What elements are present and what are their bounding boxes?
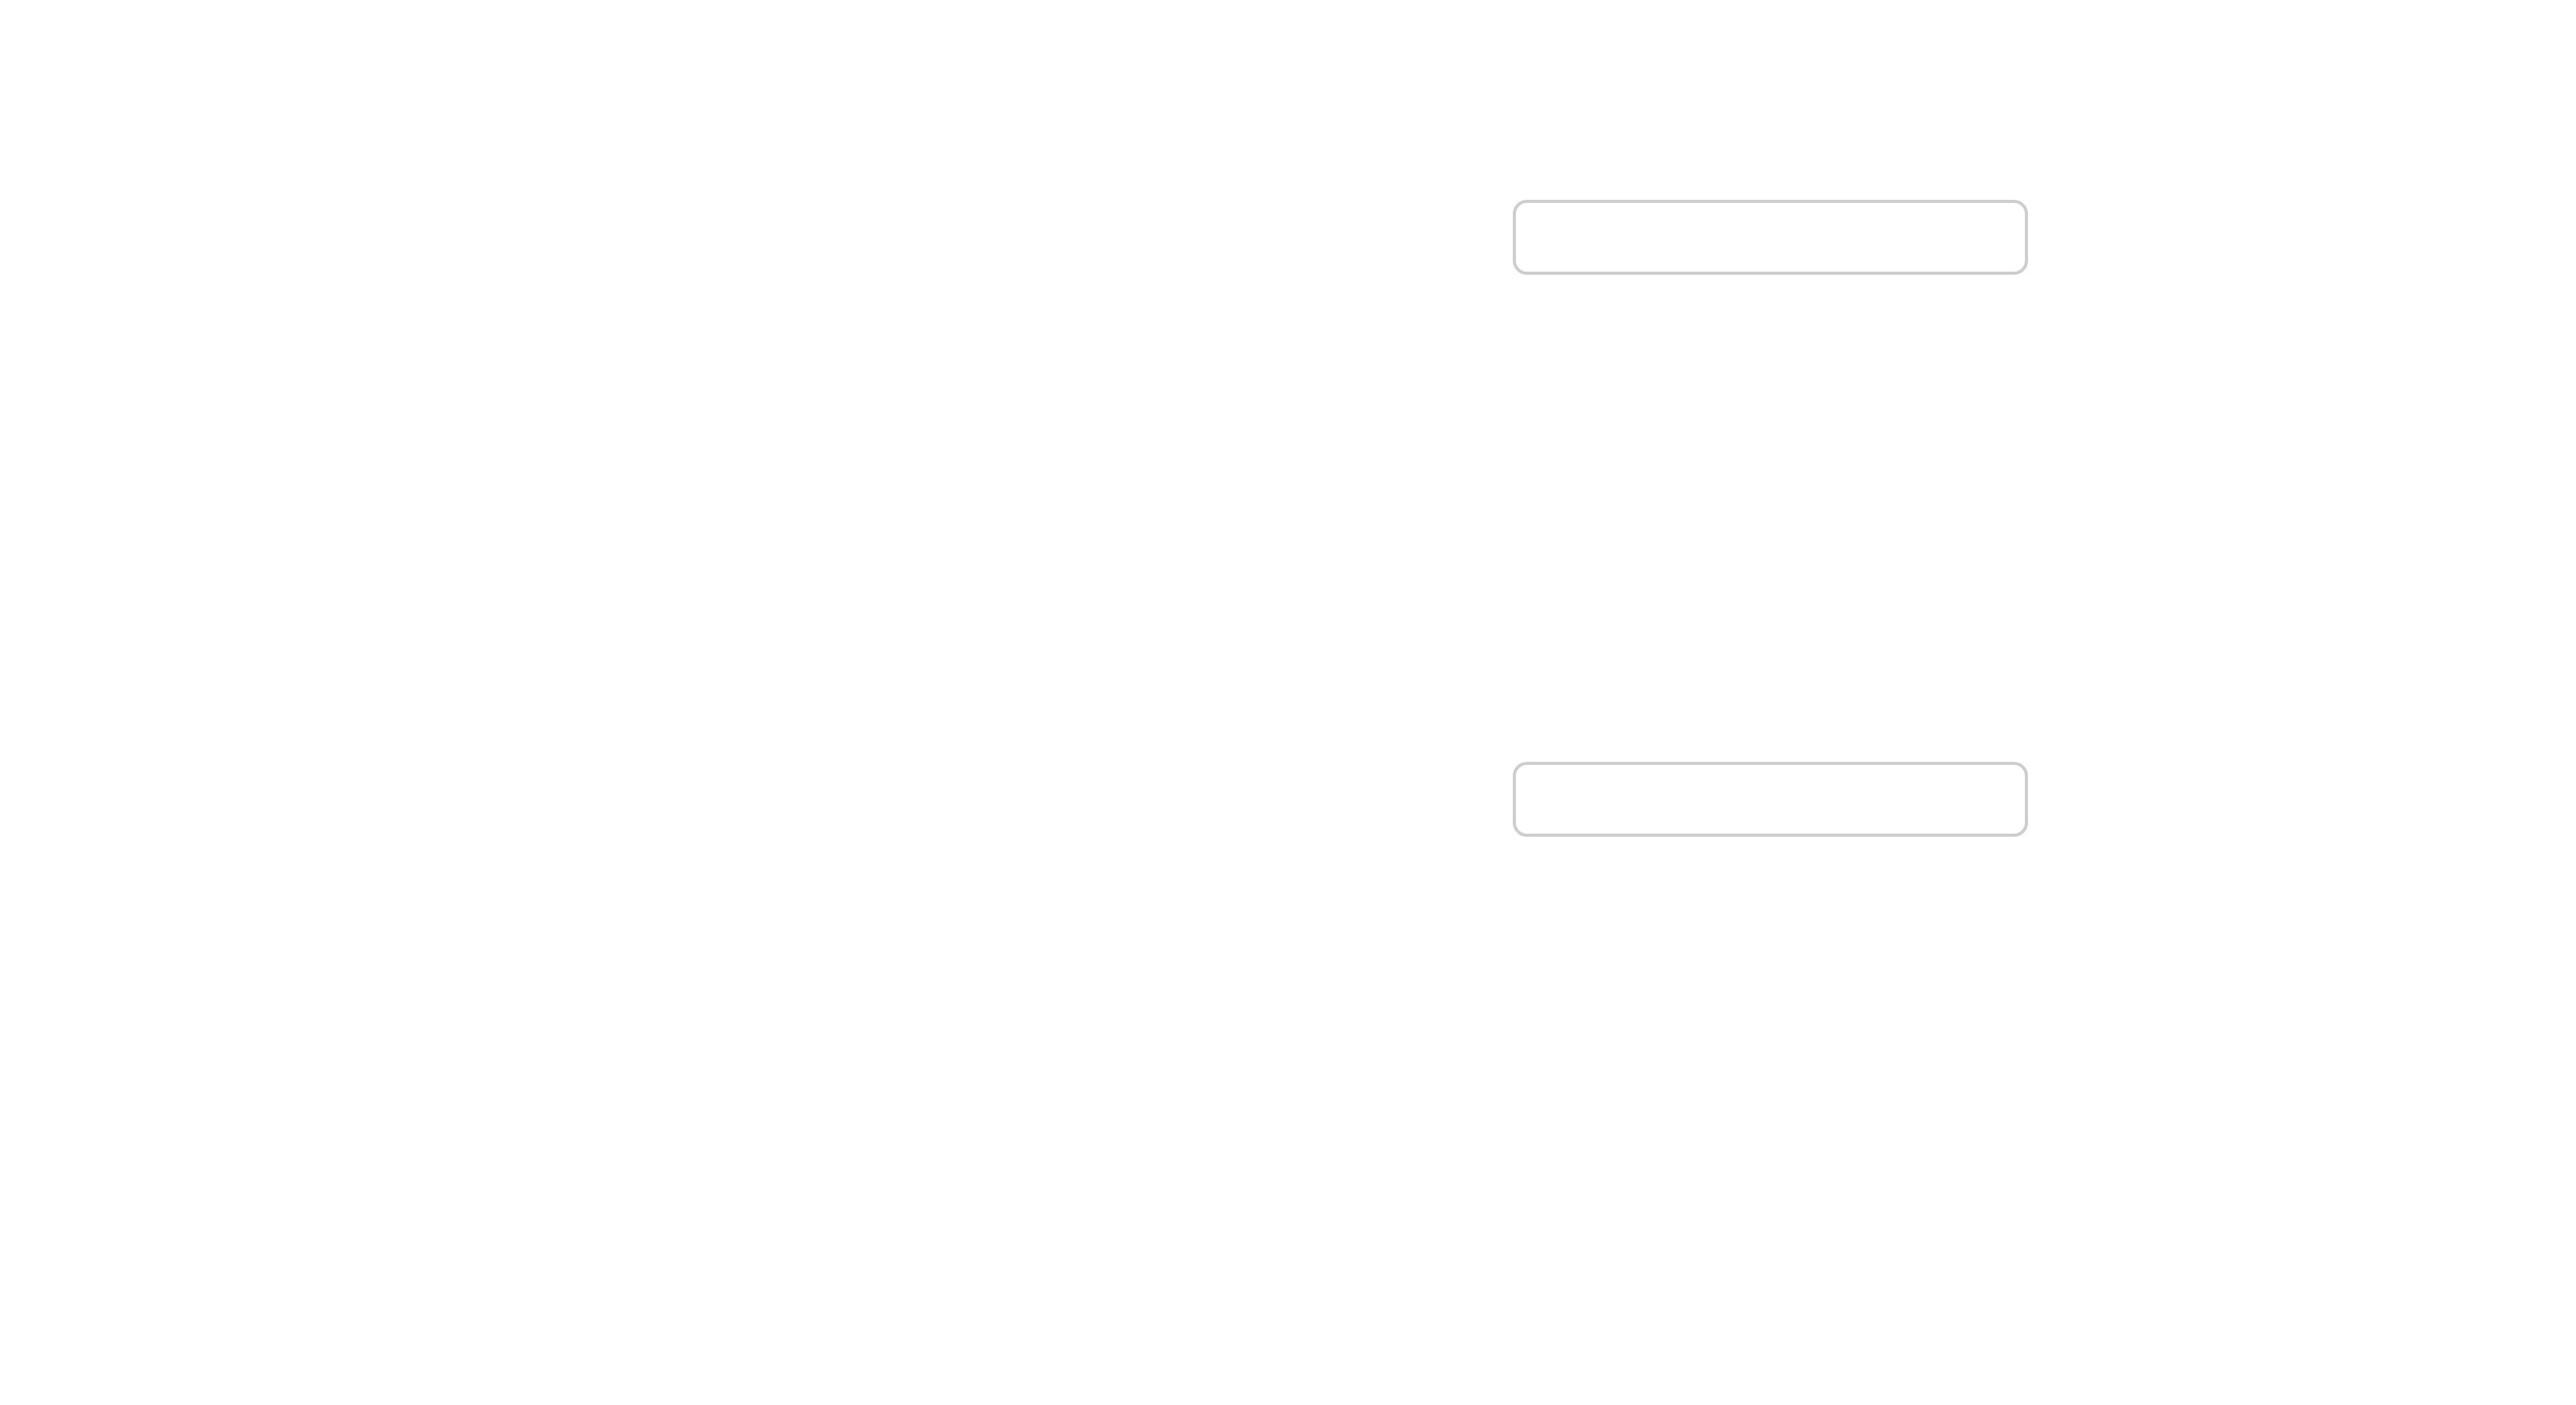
legend-swatch-longitudinal — [1542, 230, 1652, 245]
legend-longitudinal — [1513, 200, 2028, 275]
legend-swatch-transversal — [1542, 792, 1652, 807]
legend-transversal — [1513, 762, 2028, 837]
